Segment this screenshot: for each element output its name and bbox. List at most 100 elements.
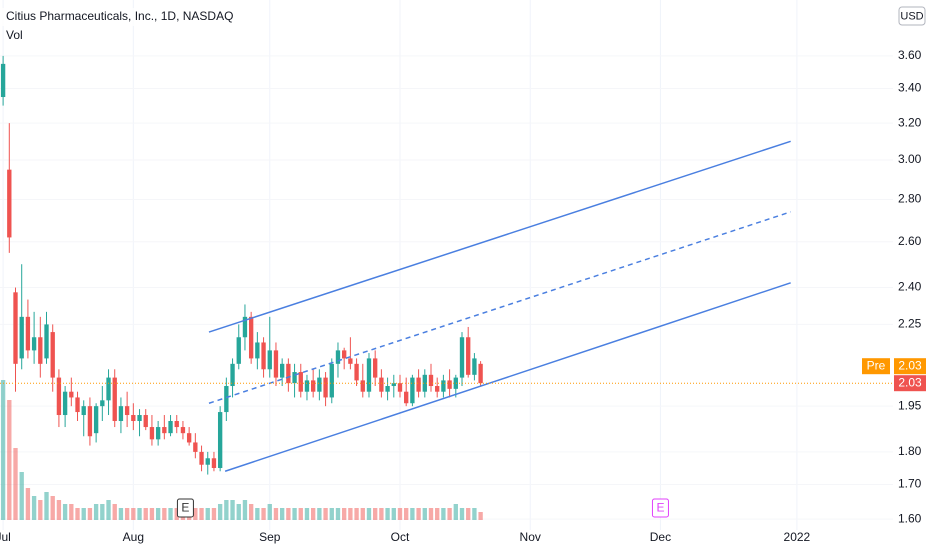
chart-title: Citius Pharmaceuticals, Inc., 1D, NASDAQ xyxy=(6,9,233,23)
candle-body xyxy=(472,358,477,375)
x-tick-label: Dec xyxy=(650,530,671,544)
candle-body xyxy=(453,377,458,389)
candle-body xyxy=(112,377,117,422)
volume-bar xyxy=(56,500,62,520)
candle-body xyxy=(478,363,483,384)
candle-body xyxy=(205,458,210,465)
candle-body xyxy=(410,377,415,404)
volume-bar xyxy=(348,508,353,520)
volume-bar xyxy=(81,508,86,520)
volume-bar xyxy=(329,508,334,520)
y-tick-label: 2.40 xyxy=(898,280,922,294)
candle-body xyxy=(391,383,396,387)
candle-body xyxy=(174,421,179,428)
x-tick-label: Nov xyxy=(520,530,541,544)
volume-bar xyxy=(410,508,415,520)
candle-body xyxy=(230,363,235,387)
volume-bar xyxy=(93,504,99,520)
candle-body xyxy=(143,415,148,428)
volume-bar xyxy=(428,508,434,520)
candle-body xyxy=(180,427,186,434)
candle-body xyxy=(267,350,272,370)
candle-body xyxy=(224,386,229,413)
candle-body xyxy=(186,433,192,443)
volume-bar xyxy=(38,500,43,520)
candle-body xyxy=(379,377,384,392)
candle-body xyxy=(447,380,452,389)
volume-bar xyxy=(360,508,365,520)
volume-bar xyxy=(478,512,483,520)
volume-bar xyxy=(342,508,347,520)
volume-bar xyxy=(310,508,316,520)
volume-bar xyxy=(472,508,477,520)
volume-bar xyxy=(137,508,142,520)
candle-body xyxy=(69,391,74,398)
candle-body xyxy=(62,391,68,416)
candle-body xyxy=(248,316,254,359)
volume-bar xyxy=(199,508,204,520)
candle-body xyxy=(75,397,80,413)
candle-body xyxy=(131,415,136,422)
candle-body xyxy=(13,292,18,364)
y-tick-label: 1.80 xyxy=(898,444,922,458)
candle-body xyxy=(50,332,55,378)
volume-bar xyxy=(261,508,266,520)
candle-body xyxy=(242,316,248,338)
volume-bar xyxy=(323,508,328,520)
volume-bar xyxy=(205,508,210,520)
candle-body xyxy=(211,458,217,468)
candle-body xyxy=(342,350,347,359)
x-tick-label: Jul xyxy=(0,530,11,544)
y-tick-label: 2.80 xyxy=(898,192,922,206)
volume-bar xyxy=(230,500,235,520)
candle-body xyxy=(422,374,427,392)
volume-bar xyxy=(13,448,18,520)
volume-bar xyxy=(0,380,6,520)
candle-body xyxy=(279,363,285,378)
volume-bar xyxy=(112,504,117,520)
candle-body xyxy=(149,427,155,440)
candle-body xyxy=(56,377,62,416)
volume-bar xyxy=(379,508,384,520)
channel-line xyxy=(208,140,791,333)
y-tick-label: 3.00 xyxy=(898,152,922,166)
candle-body xyxy=(292,372,297,384)
candle-body xyxy=(255,342,260,359)
volume-bar xyxy=(62,504,68,520)
candle-body xyxy=(168,421,173,434)
candle-body xyxy=(354,363,359,381)
volume-bar xyxy=(118,508,124,520)
y-tick-label: 1.95 xyxy=(898,398,922,412)
volume-bar xyxy=(106,500,111,520)
volume-bar xyxy=(459,508,465,520)
volume-bar xyxy=(174,508,179,520)
volume-bar xyxy=(273,508,279,520)
volume-bar xyxy=(416,508,421,520)
volume-bar xyxy=(168,508,173,520)
volume-bar xyxy=(298,508,303,520)
volume-bar xyxy=(317,508,322,520)
volume-bar xyxy=(366,508,372,520)
candle-body xyxy=(466,337,471,375)
volume-bar xyxy=(149,508,155,520)
candle-body xyxy=(93,406,99,434)
candle-body xyxy=(7,169,12,238)
candle-body xyxy=(360,380,365,392)
volume-bar xyxy=(25,488,31,520)
x-tick-label: 2022 xyxy=(784,530,811,544)
volume-bar xyxy=(304,508,310,520)
channel-line xyxy=(208,211,791,404)
y-tick-label: 2.60 xyxy=(898,234,922,248)
candle-body xyxy=(124,406,130,416)
candle-body xyxy=(199,451,204,465)
premarket-label-box xyxy=(862,358,890,375)
price-axis xyxy=(893,0,932,550)
y-tick-label: 1.70 xyxy=(898,477,922,491)
candle-body xyxy=(261,342,266,370)
volume-bar xyxy=(404,508,409,520)
candle-body xyxy=(298,372,303,392)
volume-bar xyxy=(44,492,49,520)
candle-body xyxy=(162,427,167,434)
